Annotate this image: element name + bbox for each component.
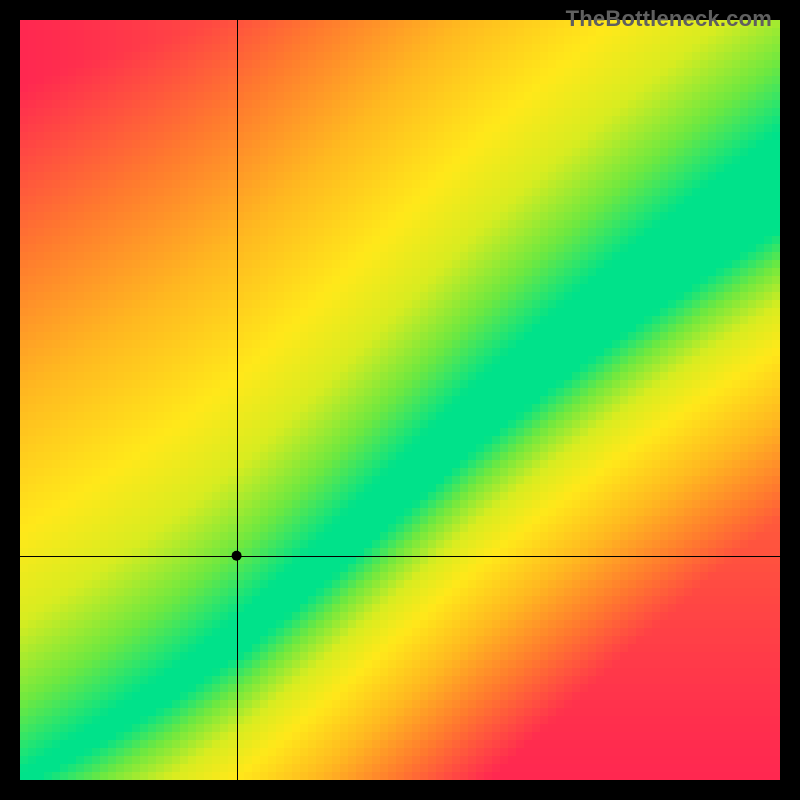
- heatmap-canvas: [0, 0, 800, 800]
- watermark-text: TheBottleneck.com: [566, 6, 772, 32]
- chart-container: TheBottleneck.com: [0, 0, 800, 800]
